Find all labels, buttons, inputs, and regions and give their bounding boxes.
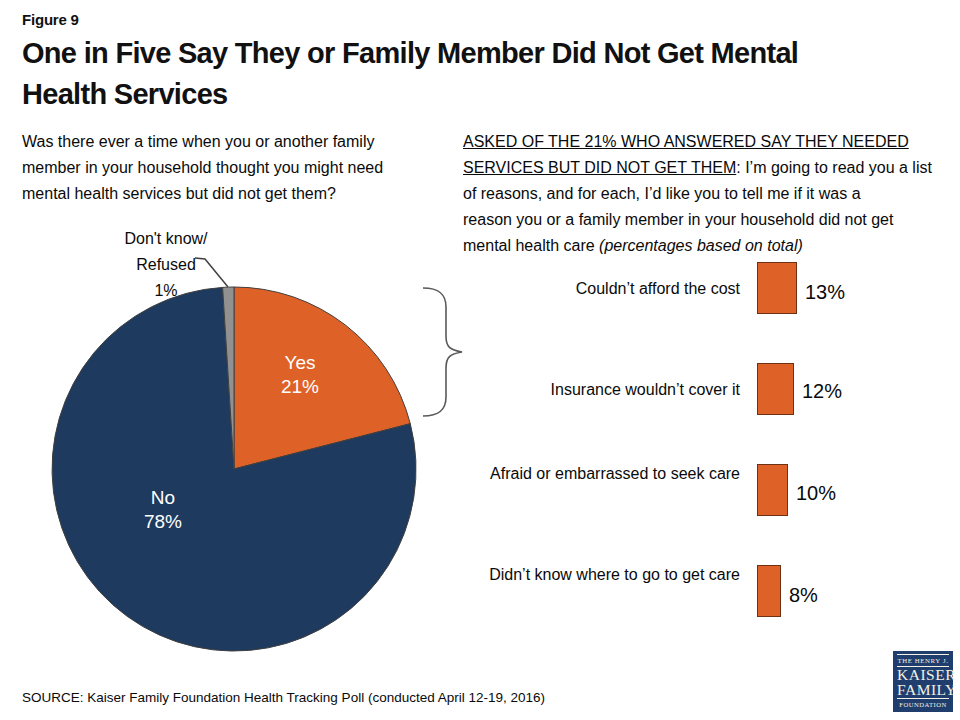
bar-value-label: 13% (805, 281, 845, 304)
bar-value-label: 10% (796, 482, 836, 505)
pie-question-line: member in your household thought you mig… (22, 155, 383, 181)
kff-logo: THE HENRY J. KAISER FAMILY FOUNDATION (893, 651, 953, 712)
kff-logo-text: FAMILY (897, 682, 949, 697)
source-note: SOURCE: Kaiser Family Foundation Health … (22, 690, 545, 705)
pie-label-line: Refused (96, 252, 236, 278)
bar-insurance (757, 363, 794, 415)
bar-prompt-underlined: ASKED OF THE 21% WHO ANSWERED SAY THEY N… (463, 133, 909, 150)
bar-prompt-text: of reasons, and for each, I’d like you t… (463, 181, 932, 207)
slide: { "figure_label": "Figure 9", "title": {… (0, 0, 960, 720)
figure-label: Figure 9 (22, 11, 79, 28)
pie-label-no: No 78% (129, 486, 197, 534)
bar-prompt-underlined: SERVICES BUT DID NOT GET THEM (463, 159, 736, 176)
pie-label-line: Yes (266, 351, 334, 375)
bar-prompt: ASKED OF THE 21% WHO ANSWERED SAY THEY N… (463, 129, 932, 259)
pie-label-line: Don't know/ (96, 226, 236, 252)
bar-afraid (757, 464, 788, 516)
bar-category-label: Couldn’t afford the cost (440, 280, 740, 298)
kff-logo-text: FOUNDATION (897, 698, 949, 709)
page-title: One in Five Say They or Family Member Di… (22, 33, 942, 115)
bar-prompt-text: mental health care (463, 237, 599, 254)
kff-logo-text: KAISER (897, 667, 949, 682)
pie-label-yes: Yes 21% (266, 351, 334, 399)
pie-label-line: 1% (96, 278, 236, 304)
page-title-line2: Health Services (22, 74, 942, 115)
bar-value-label: 8% (789, 584, 818, 607)
pie-label-line: No (129, 486, 197, 510)
pie-label-line: 78% (129, 510, 197, 534)
bar-prompt-text: : I’m going to read you a list (736, 159, 932, 176)
bar-value-label: 12% (802, 380, 842, 403)
bar-category-label: Afraid or embarrassed to seek care (440, 465, 740, 483)
pie-label-line: 21% (266, 375, 334, 399)
bar-didnt-know-where (757, 565, 781, 617)
pie-question: Was there ever a time when you or anothe… (22, 129, 383, 207)
bar-category-label: Insurance wouldn’t cover it (440, 381, 740, 399)
bar-prompt-text: reason you or a family member in your ho… (463, 207, 932, 233)
pie-slice-no (52, 287, 416, 651)
bar-category-label: Didn’t know where to go to get care (440, 566, 740, 584)
bar-couldnt-afford (757, 262, 797, 314)
pie-question-line: Was there ever a time when you or anothe… (22, 129, 383, 155)
page-title-line1: One in Five Say They or Family Member Di… (22, 33, 942, 74)
pie-slices (52, 287, 416, 651)
pie-label-dont-know: Don't know/ Refused 1% (96, 226, 236, 304)
bar-prompt-italic-note: (percentages based on total) (599, 237, 803, 254)
pie-question-line: mental health services but did not get t… (22, 181, 383, 207)
pie-slice-don-t-know-refused (223, 287, 234, 469)
